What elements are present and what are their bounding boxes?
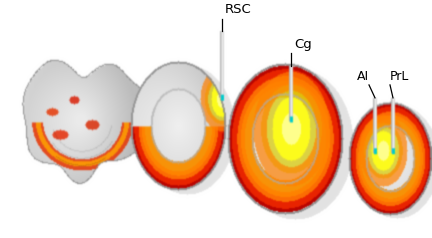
Text: PrL: PrL: [390, 70, 410, 83]
Text: AI: AI: [357, 70, 369, 83]
Text: Cg: Cg: [294, 38, 312, 51]
Text: RSC: RSC: [225, 3, 252, 16]
